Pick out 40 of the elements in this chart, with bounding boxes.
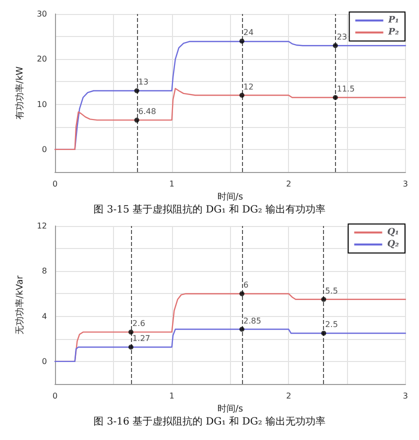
annotation: 11.5 xyxy=(336,84,355,94)
y-tick-label: 4 xyxy=(42,312,47,321)
x-tick-label: 2 xyxy=(286,180,292,188)
annotation: 6.48 xyxy=(138,107,156,116)
x-tick-label: 1 xyxy=(169,392,174,400)
y-tick-label: 12 xyxy=(36,222,47,230)
y-axis-title: 有功功率/kW xyxy=(14,66,26,120)
y-tick-label: 0 xyxy=(42,356,47,366)
annotation: 2.85 xyxy=(243,316,262,326)
x-tick-label: 0 xyxy=(52,180,58,188)
y-tick-label: 30 xyxy=(36,10,47,18)
x-tick-label: 1 xyxy=(169,180,174,188)
line-series xyxy=(54,328,406,362)
annotation: 2.5 xyxy=(325,320,338,330)
y-tick-label: 8 xyxy=(42,266,47,276)
y-tick-label: 20 xyxy=(36,54,47,64)
legend-label: Q₂ xyxy=(387,240,400,250)
line-series xyxy=(54,88,406,150)
x-tick-label: 0 xyxy=(52,392,58,400)
y-tick-label: 0 xyxy=(42,144,47,154)
annotation: 1.27 xyxy=(132,334,150,344)
y-axis-title: 无功功率/kVar xyxy=(14,275,26,334)
x-tick-label: 3 xyxy=(402,180,408,188)
text: 图 3-15 基于虚拟阻抗的 DG₁ 和 DG₂ 输出有功功率 xyxy=(94,204,326,216)
text: 图 3-16 基于虚拟阻抗的 DG₁ 和 DG₂ 输出无功功率 xyxy=(94,416,326,428)
annotation: 13 xyxy=(138,78,148,87)
annotation: 24 xyxy=(243,28,254,38)
annotation: 23 xyxy=(336,32,348,42)
legend-label: P₁ xyxy=(387,16,400,26)
x-tick-label: 3 xyxy=(402,392,408,400)
annotation: 2.6 xyxy=(132,319,146,328)
annotation: 5.5 xyxy=(325,286,338,296)
x-axis-title: 时间/s xyxy=(217,191,244,202)
x-tick-label: 2 xyxy=(286,392,292,400)
legend-label: P₂ xyxy=(387,28,400,38)
annotation: 12 xyxy=(243,82,254,92)
legend-label: Q₁ xyxy=(387,228,400,238)
annotation: 6 xyxy=(243,280,249,290)
y-tick-label: 10 xyxy=(36,100,47,109)
x-axis-title: 时间/s xyxy=(217,403,244,414)
